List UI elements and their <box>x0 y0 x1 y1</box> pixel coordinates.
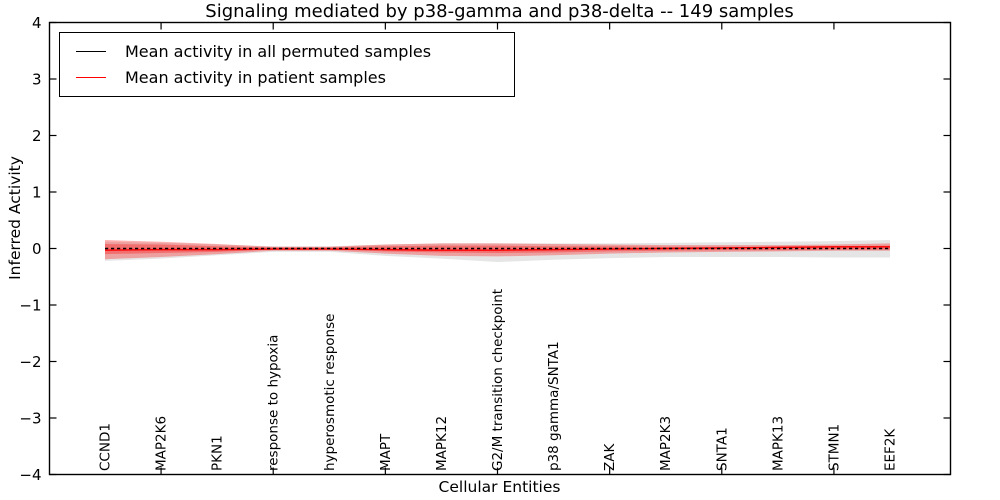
y-tick-label: 0 <box>32 240 42 258</box>
legend-item-patient: Mean activity in patient samples <box>60 68 514 87</box>
y-tick-label: 4 <box>32 14 42 32</box>
y-tick-label: 2 <box>32 127 42 145</box>
entity-label: response to hypoxia <box>266 335 282 471</box>
legend-label-permuted: Mean activity in all permuted samples <box>125 42 432 61</box>
chart-title: Signaling mediated by p38-gamma and p38-… <box>205 1 794 22</box>
entity-label: MAPK12 <box>434 416 450 471</box>
legend-label-patient: Mean activity in patient samples <box>125 68 386 87</box>
y-tick-label: −3 <box>19 410 41 428</box>
permuted-line-swatch <box>76 51 106 52</box>
entity-label: p38 gamma/SNTA1 <box>546 341 562 471</box>
entity-label: PKN1 <box>210 435 226 471</box>
legend-item-permuted: Mean activity in all permuted samples <box>60 42 514 61</box>
entity-label: ZAK <box>602 443 618 471</box>
entity-label: MAP2K6 <box>154 416 170 471</box>
entity-label: MAPT <box>378 433 394 471</box>
entity-label: SNTA1 <box>714 427 730 471</box>
entity-label: MAP2K3 <box>658 416 674 471</box>
legend: Mean activity in all permuted samples Me… <box>59 32 515 97</box>
entity-label: EEF2K <box>883 428 899 471</box>
y-tick-label: 1 <box>32 184 42 202</box>
entity-label: CCND1 <box>98 423 114 471</box>
patient-line-swatch <box>76 77 106 78</box>
entity-label: hyperosmotic response <box>322 314 338 471</box>
y-tick-label: −2 <box>19 353 41 371</box>
x-axis-label: Cellular Entities <box>438 478 561 496</box>
entity-label: G2/M transition checkpoint <box>490 289 506 471</box>
patient-mean-line <box>104 246 890 251</box>
y-tick-label: 3 <box>32 71 42 89</box>
permuted-samples-range-band <box>105 240 890 263</box>
y-tick-label: −1 <box>19 297 41 315</box>
entity-label: STMN1 <box>826 424 842 471</box>
entity-label: MAPK13 <box>770 416 786 471</box>
y-tick-label: −4 <box>19 466 41 484</box>
